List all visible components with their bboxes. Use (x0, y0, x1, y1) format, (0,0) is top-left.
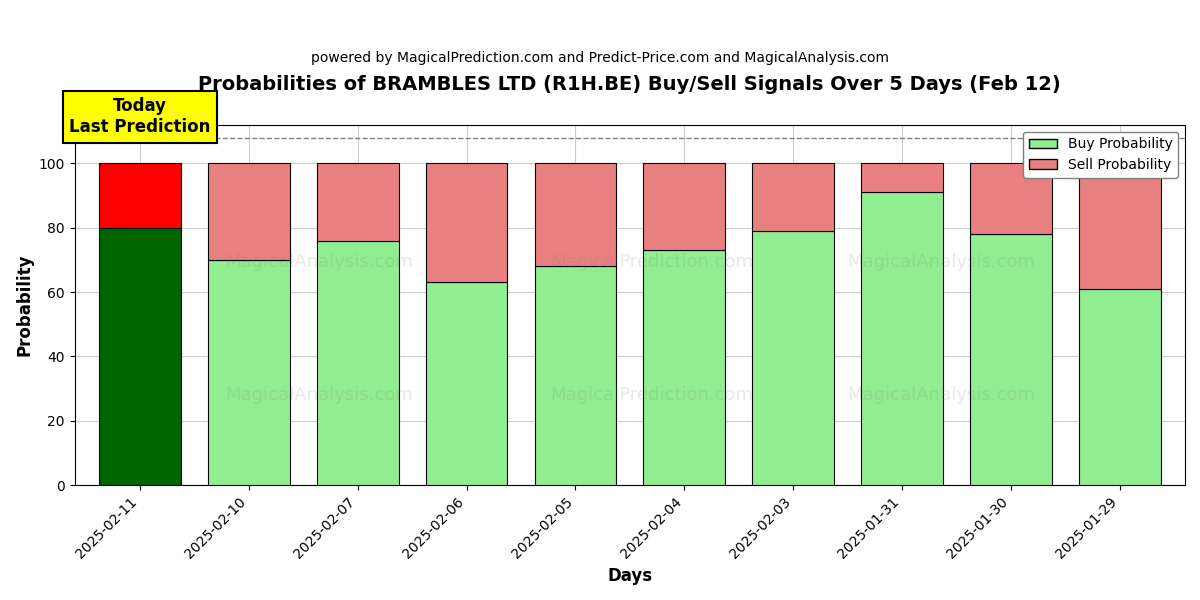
Bar (970, 163, 1051, 234)
Y-axis label: Probability: Probability (16, 254, 34, 356)
Text: MagicalPrediction.com: MagicalPrediction.com (551, 253, 754, 271)
Bar (1079, 163, 1160, 289)
Bar (100, 228, 181, 485)
Bar (1079, 289, 1160, 485)
Bar (208, 163, 289, 260)
Bar (862, 163, 943, 193)
Text: powered by MagicalPrediction.com and Predict-Price.com and MagicalAnalysis.com: powered by MagicalPrediction.com and Pre… (311, 51, 889, 65)
Text: MagicalAnalysis.com: MagicalAnalysis.com (847, 253, 1034, 271)
Text: MagicalAnalysis.com: MagicalAnalysis.com (224, 253, 413, 271)
Bar (643, 163, 725, 250)
Title: Probabilities of BRAMBLES LTD (R1H.BE) Buy/Sell Signals Over 5 Days (Feb 12): Probabilities of BRAMBLES LTD (R1H.BE) B… (198, 75, 1061, 94)
Bar (752, 163, 834, 231)
Text: MagicalPrediction.com: MagicalPrediction.com (551, 386, 754, 404)
Bar (752, 231, 834, 485)
Bar (426, 163, 508, 283)
X-axis label: Days: Days (607, 567, 653, 585)
Legend: Buy Probability, Sell Probability: Buy Probability, Sell Probability (1024, 131, 1178, 178)
Bar (100, 163, 181, 228)
Bar (534, 163, 617, 266)
Text: MagicalAnalysis.com: MagicalAnalysis.com (847, 386, 1034, 404)
Bar (426, 283, 508, 485)
Bar (862, 193, 943, 485)
Bar (970, 234, 1051, 485)
Bar (534, 266, 617, 485)
Bar (317, 241, 398, 485)
Text: Today
Last Prediction: Today Last Prediction (70, 97, 211, 136)
Bar (643, 250, 725, 485)
Bar (317, 163, 398, 241)
Text: MagicalAnalysis.com: MagicalAnalysis.com (224, 386, 413, 404)
Bar (208, 260, 289, 485)
